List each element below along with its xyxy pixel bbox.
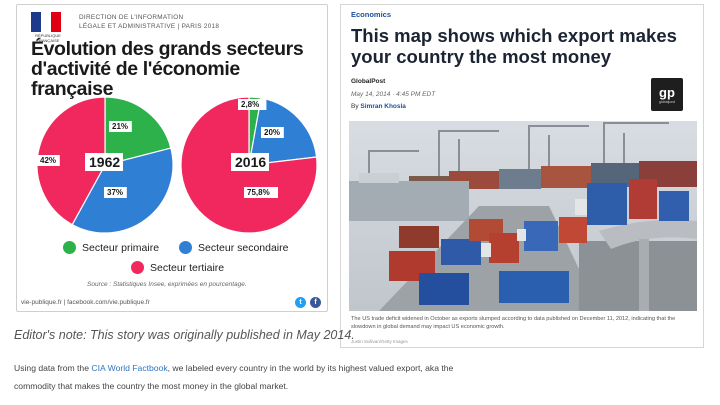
pie-slice-1962-primaire [104, 96, 172, 166]
twitter-icon[interactable]: t [295, 297, 306, 308]
pie-year-1962: 1962 [85, 153, 123, 171]
svg-text:21%: 21% [112, 122, 128, 131]
article-source[interactable]: GlobalPost [351, 78, 386, 85]
org-name-line1: DIRECTION DE L'INFORMATION [79, 14, 184, 21]
svg-text:2,8%: 2,8% [241, 100, 259, 109]
pie-charts: 21% 37% 42% 1962 2,8% 20% 75,8% 2016 [36, 96, 318, 234]
legend-label-tertiaire: Secteur tertiaire [150, 261, 225, 274]
photo-caption: The US trade deficit widened in October … [351, 316, 676, 330]
globalpost-logo: gp globalpost [651, 78, 683, 111]
pink-dot-icon [131, 261, 144, 274]
social-icons: t f [295, 297, 321, 308]
facebook-icon[interactable]: f [310, 297, 321, 308]
article-date: May 14, 2014 · 4:45 PM EDT [351, 91, 436, 98]
body-paragraph: Using data from the CIA World Factbook, … [14, 359, 454, 395]
blue-dot-icon [179, 241, 192, 254]
pie-chart-2016: 2,8% 20% 75,8% 2016 [180, 96, 318, 234]
pie-label-1962-primaire: 21% [109, 121, 132, 132]
svg-text:37%: 37% [107, 188, 123, 197]
photo-credit: Justin Sullivan/Getty Images [351, 339, 408, 344]
article-photo [349, 121, 697, 311]
author-link[interactable]: Simran Khosla [360, 103, 406, 110]
svg-text:2016: 2016 [235, 154, 266, 170]
french-flag-icon [31, 12, 61, 32]
legend-item-tertiaire: Secteur tertiaire [131, 261, 224, 274]
infographic-card: RÉPUBLIQUE FRANÇAISE DIRECTION DE L'INFO… [16, 4, 328, 312]
pie-slice-2016-tertiaire [180, 96, 318, 234]
green-dot-icon [63, 241, 76, 254]
globalpost-logo-mark: gp [659, 84, 675, 100]
pie-slice-1962-tertiaire [36, 96, 106, 226]
government-logo: RÉPUBLIQUE FRANÇAISE [25, 12, 71, 43]
infographic-footer: vie-publique.fr | facebook.com/vie.publi… [21, 299, 150, 306]
pie-label-1962-secondaire: 37% [104, 187, 127, 198]
article-card: Economics This map shows which export ma… [340, 4, 704, 348]
pie-label-2016-tertiaire: 75,8% [244, 187, 278, 198]
cia-factbook-link[interactable]: CIA World Factbook [91, 363, 168, 373]
pie-label-1962-tertiaire: 42% [37, 155, 60, 166]
body-text-before: Using data from the [14, 363, 92, 373]
chart-legend: Secteur primaire Secteur secondaire Sect… [63, 241, 303, 274]
pie-year-2016: 2016 [231, 153, 269, 171]
pie-label-2016-secondaire: 20% [261, 127, 284, 138]
byline-prefix: By [351, 103, 359, 110]
legend-item-secondaire: Secteur secondaire [179, 241, 288, 254]
svg-text:1962: 1962 [89, 154, 120, 170]
legend-item-primaire: Secteur primaire [63, 241, 159, 254]
org-name-line2: LÉGALE ET ADMINISTRATIVE | PARIS 2018 [79, 23, 220, 30]
legend-label-primaire: Secteur primaire [82, 241, 160, 254]
body-text-after: , we labeled every country in the world … [14, 363, 454, 391]
government-logo-text: RÉPUBLIQUE FRANÇAISE [35, 33, 61, 43]
svg-text:75,8%: 75,8% [247, 188, 270, 197]
svg-text:20%: 20% [264, 128, 280, 137]
svg-text:42%: 42% [40, 156, 56, 165]
editors-note: Editor's note: This story was originally… [14, 328, 355, 342]
legend-label-secondaire: Secteur secondaire [198, 241, 289, 254]
infographic-source: Source : Statistiques Insee, exprimées e… [87, 281, 247, 288]
pie-label-2016-primaire: 2,8% [238, 99, 267, 110]
infographic-title: Évolution des grands secteurs d'activité… [31, 38, 304, 100]
pie-chart-1962: 21% 37% 42% 1962 [36, 96, 174, 234]
article-title[interactable]: This map shows which export makes your c… [351, 25, 677, 67]
author-byline: By Simran Khosla [351, 103, 406, 110]
globalpost-logo-sub: globalpost [659, 99, 675, 104]
article-category[interactable]: Economics [351, 10, 392, 19]
